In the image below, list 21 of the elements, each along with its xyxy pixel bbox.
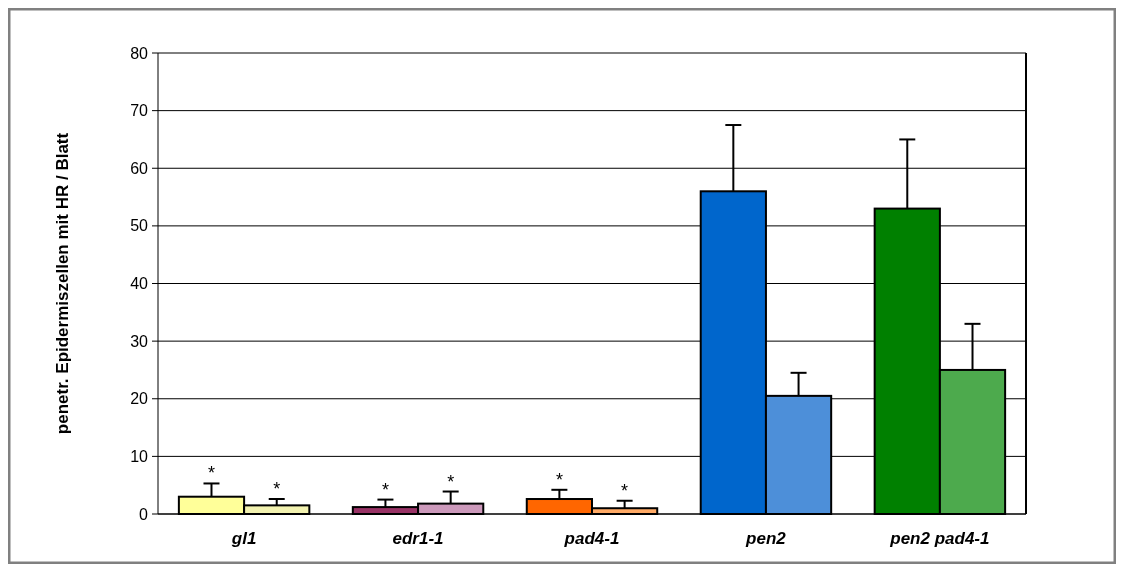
y-tick-label: 40 [130, 275, 149, 293]
y-tick-label: 20 [130, 390, 149, 408]
y-axis-title: penetr. Epidermiszellen mit HR / Blatt [53, 132, 72, 435]
x-tick-label: edr1-1 [392, 529, 444, 548]
x-tick-label: pen2 [745, 529, 787, 548]
x-tick-label: gl1 [230, 529, 257, 548]
x-tick-label: pen2 pad4-1 [889, 529, 990, 548]
y-tick-label: 10 [130, 447, 149, 465]
annotation: * [207, 463, 215, 484]
y-tick-label: 50 [130, 217, 149, 235]
y-tick-label: 30 [130, 332, 149, 350]
annotation: * [447, 471, 455, 492]
annotation: * [555, 469, 563, 490]
annotation: * [621, 480, 629, 501]
x-tick-label: pad4-1 [563, 529, 620, 548]
y-tick-label: 0 [139, 505, 149, 523]
y-tick-label: 80 [130, 44, 149, 62]
y-tick-label: 60 [130, 159, 149, 177]
annotation: * [381, 479, 389, 500]
annotation: * [273, 479, 281, 500]
y-tick-label: 70 [130, 102, 149, 120]
